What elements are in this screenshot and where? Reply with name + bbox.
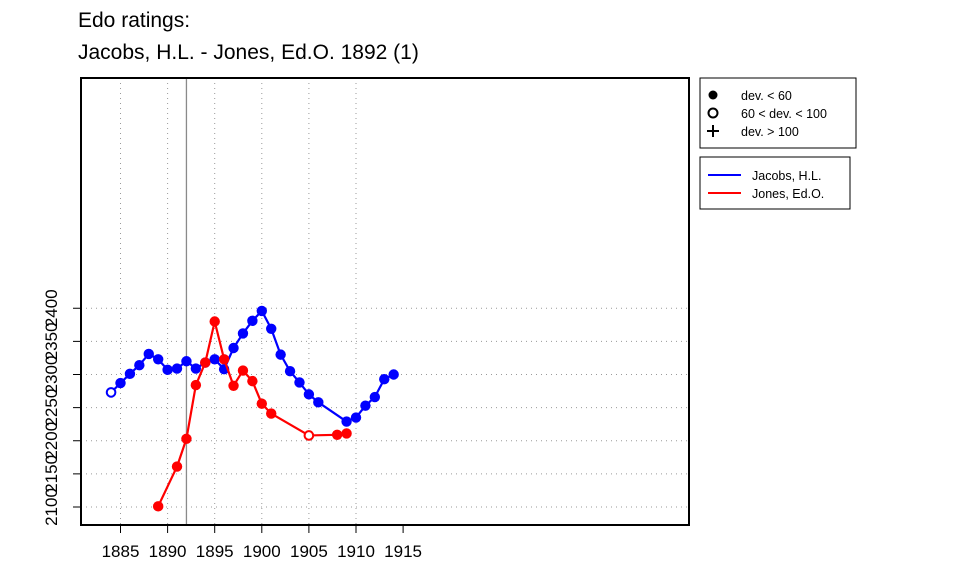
data-point-open: [105, 387, 117, 398]
data-point: [331, 429, 343, 440]
series-jacobs-h-l: [105, 305, 399, 427]
data-point: [218, 354, 230, 365]
data-point: [369, 391, 381, 403]
data-point: [200, 357, 211, 368]
x-tick-label: 1905: [290, 542, 328, 561]
open-circle-icon: [707, 107, 719, 119]
data-point: [171, 461, 183, 472]
x-tick-label: 1890: [149, 542, 187, 561]
plot-frame: [80, 77, 690, 526]
data-point: [388, 369, 399, 380]
marker-legend-label: 60 < dev. < 100: [741, 107, 827, 121]
filled-circle-icon: [708, 90, 718, 100]
marker-legend-label: dev. > 100: [741, 125, 799, 139]
x-axis: 1885 1890 1895 1900 1905 1910 1915: [102, 524, 422, 561]
y-tick-label: 2250: [42, 389, 61, 427]
data-point: [171, 363, 183, 374]
data-point: [341, 428, 352, 439]
data-point: [190, 379, 202, 391]
data-point: [190, 363, 202, 374]
y-tick-label: 2200: [42, 422, 61, 460]
data-point: [181, 433, 192, 444]
data-point: [266, 408, 277, 419]
data-point: [237, 328, 249, 339]
data-point: [181, 356, 192, 367]
data-point: [152, 501, 164, 512]
data-point: [237, 365, 249, 376]
chart-title-line-2: Jacobs, H.L. - Jones, Ed.O. 1892 (1): [78, 41, 419, 64]
data-point: [247, 375, 258, 387]
grid-lines: [81, 78, 689, 525]
data-point: [341, 416, 352, 427]
series-legend-label: Jones, Ed.O.: [752, 187, 824, 201]
x-tick-label: 1900: [243, 542, 281, 561]
series-legend-label: Jacobs, H.L.: [752, 169, 821, 183]
data-point-open: [303, 430, 315, 441]
data-point: [360, 400, 371, 411]
data-point: [143, 348, 154, 360]
x-tick-label: 1885: [102, 542, 140, 561]
marker-legend-label: dev. < 60: [741, 89, 792, 103]
y-tick-label: 2350: [42, 322, 61, 360]
data-point: [275, 349, 286, 360]
data-point: [284, 365, 296, 377]
x-tick-label: 1895: [196, 542, 234, 561]
x-tick-label: 1910: [337, 542, 375, 561]
y-tick-label: 2150: [42, 455, 61, 493]
data-point: [303, 389, 315, 400]
x-tick-label: 1915: [384, 542, 422, 561]
series-jones-ed-o: [152, 316, 352, 512]
data-point: [266, 323, 277, 334]
data-point: [379, 373, 390, 385]
series-line: [110, 309, 395, 423]
y-tick-label: 2100: [42, 488, 61, 526]
plus-icon: [707, 125, 719, 137]
data-point: [256, 305, 267, 317]
data-point: [152, 354, 164, 365]
data-point: [134, 360, 145, 371]
series-legend-box: [699, 156, 851, 210]
data-point: [228, 380, 239, 391]
data-point: [247, 315, 258, 327]
marker-legend: dev. < 60 60 < dev. < 100 dev. > 100: [699, 77, 857, 149]
y-tick-label: 2400: [42, 289, 61, 327]
data-point: [124, 368, 136, 380]
data-point: [209, 316, 220, 327]
y-tick-label: 2300: [42, 356, 61, 394]
data-point: [162, 364, 173, 376]
series-legend: Jacobs, H.L. Jones, Ed.O.: [699, 156, 851, 210]
data-point: [313, 397, 324, 408]
data-point: [350, 412, 362, 423]
data-point: [209, 354, 220, 365]
data-point: [294, 377, 305, 388]
data-point: [228, 342, 239, 354]
data-point: [115, 377, 126, 389]
marker-legend-box: [699, 77, 857, 149]
series-group: [105, 305, 399, 512]
data-point: [256, 398, 267, 409]
chart-title-line-1: Edo ratings:: [78, 9, 191, 32]
